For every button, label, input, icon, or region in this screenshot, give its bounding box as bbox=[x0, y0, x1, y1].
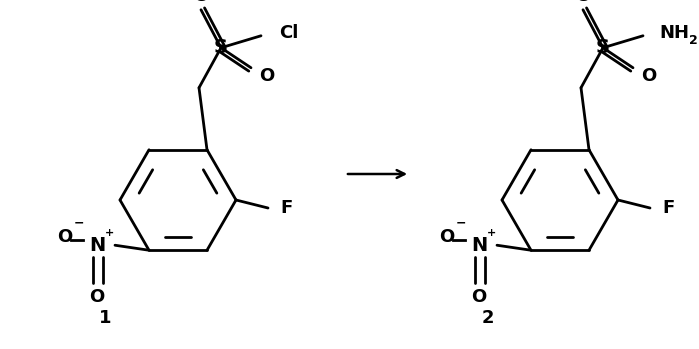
Text: O: O bbox=[57, 228, 73, 246]
Text: +: + bbox=[106, 228, 115, 238]
Text: 2: 2 bbox=[689, 34, 698, 47]
Text: O: O bbox=[259, 67, 275, 85]
Text: O: O bbox=[194, 0, 208, 5]
Text: S: S bbox=[596, 38, 610, 57]
Text: +: + bbox=[487, 228, 496, 238]
Text: O: O bbox=[89, 288, 105, 306]
Text: S: S bbox=[214, 38, 228, 57]
Text: F: F bbox=[280, 199, 292, 217]
Text: O: O bbox=[575, 0, 591, 5]
Text: N: N bbox=[471, 236, 487, 255]
Text: O: O bbox=[471, 288, 487, 306]
Text: Cl: Cl bbox=[279, 24, 298, 42]
Text: 1: 1 bbox=[99, 309, 111, 327]
Text: NH: NH bbox=[659, 24, 689, 42]
Text: F: F bbox=[662, 199, 674, 217]
Text: N: N bbox=[89, 236, 105, 255]
Text: −: − bbox=[74, 217, 85, 230]
Text: O: O bbox=[440, 228, 454, 246]
Text: −: − bbox=[456, 217, 466, 230]
Text: O: O bbox=[642, 67, 656, 85]
Text: 2: 2 bbox=[482, 309, 494, 327]
